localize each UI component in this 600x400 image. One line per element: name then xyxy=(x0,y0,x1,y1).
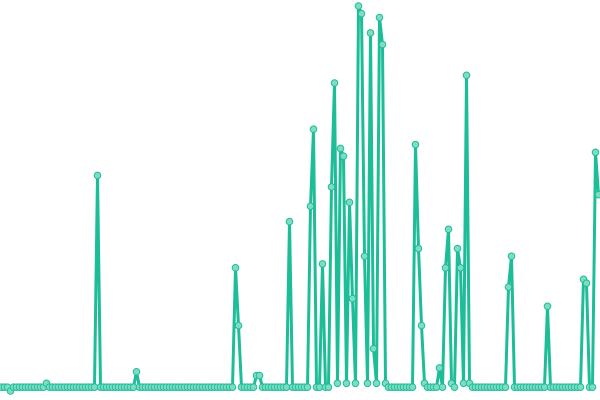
point xyxy=(303,383,312,391)
point xyxy=(582,279,591,288)
point xyxy=(360,252,369,261)
point xyxy=(543,302,552,311)
point xyxy=(327,183,336,191)
point xyxy=(345,198,354,207)
point xyxy=(324,383,333,391)
point xyxy=(411,140,420,149)
point xyxy=(357,9,366,18)
point xyxy=(378,40,387,49)
point xyxy=(234,321,243,330)
point xyxy=(591,148,600,157)
point xyxy=(456,264,465,272)
point xyxy=(351,379,360,388)
point xyxy=(576,383,585,391)
point xyxy=(366,29,375,37)
point xyxy=(453,244,462,253)
point xyxy=(249,383,258,391)
point xyxy=(93,171,102,180)
point xyxy=(336,144,345,153)
point xyxy=(318,260,327,268)
point xyxy=(435,364,444,372)
point xyxy=(132,367,141,376)
point xyxy=(441,264,450,272)
point xyxy=(228,383,237,391)
point xyxy=(375,13,384,22)
point xyxy=(354,2,363,10)
point xyxy=(333,379,342,388)
point xyxy=(594,190,600,199)
point xyxy=(285,217,294,226)
point xyxy=(408,383,417,391)
point xyxy=(348,294,357,303)
point xyxy=(507,252,516,261)
point xyxy=(369,344,378,353)
point xyxy=(501,383,510,391)
point xyxy=(438,383,447,391)
point xyxy=(414,244,423,253)
point xyxy=(372,379,381,388)
point xyxy=(363,379,372,388)
point xyxy=(255,371,264,380)
point xyxy=(504,283,513,291)
point xyxy=(588,383,597,391)
point xyxy=(231,264,240,272)
point xyxy=(306,202,315,210)
point xyxy=(444,225,453,234)
point xyxy=(342,379,351,388)
point xyxy=(450,383,459,391)
point xyxy=(417,321,426,330)
point xyxy=(309,125,318,133)
point xyxy=(339,152,348,160)
point xyxy=(330,79,339,87)
point xyxy=(462,71,471,80)
line xyxy=(1,4,600,393)
